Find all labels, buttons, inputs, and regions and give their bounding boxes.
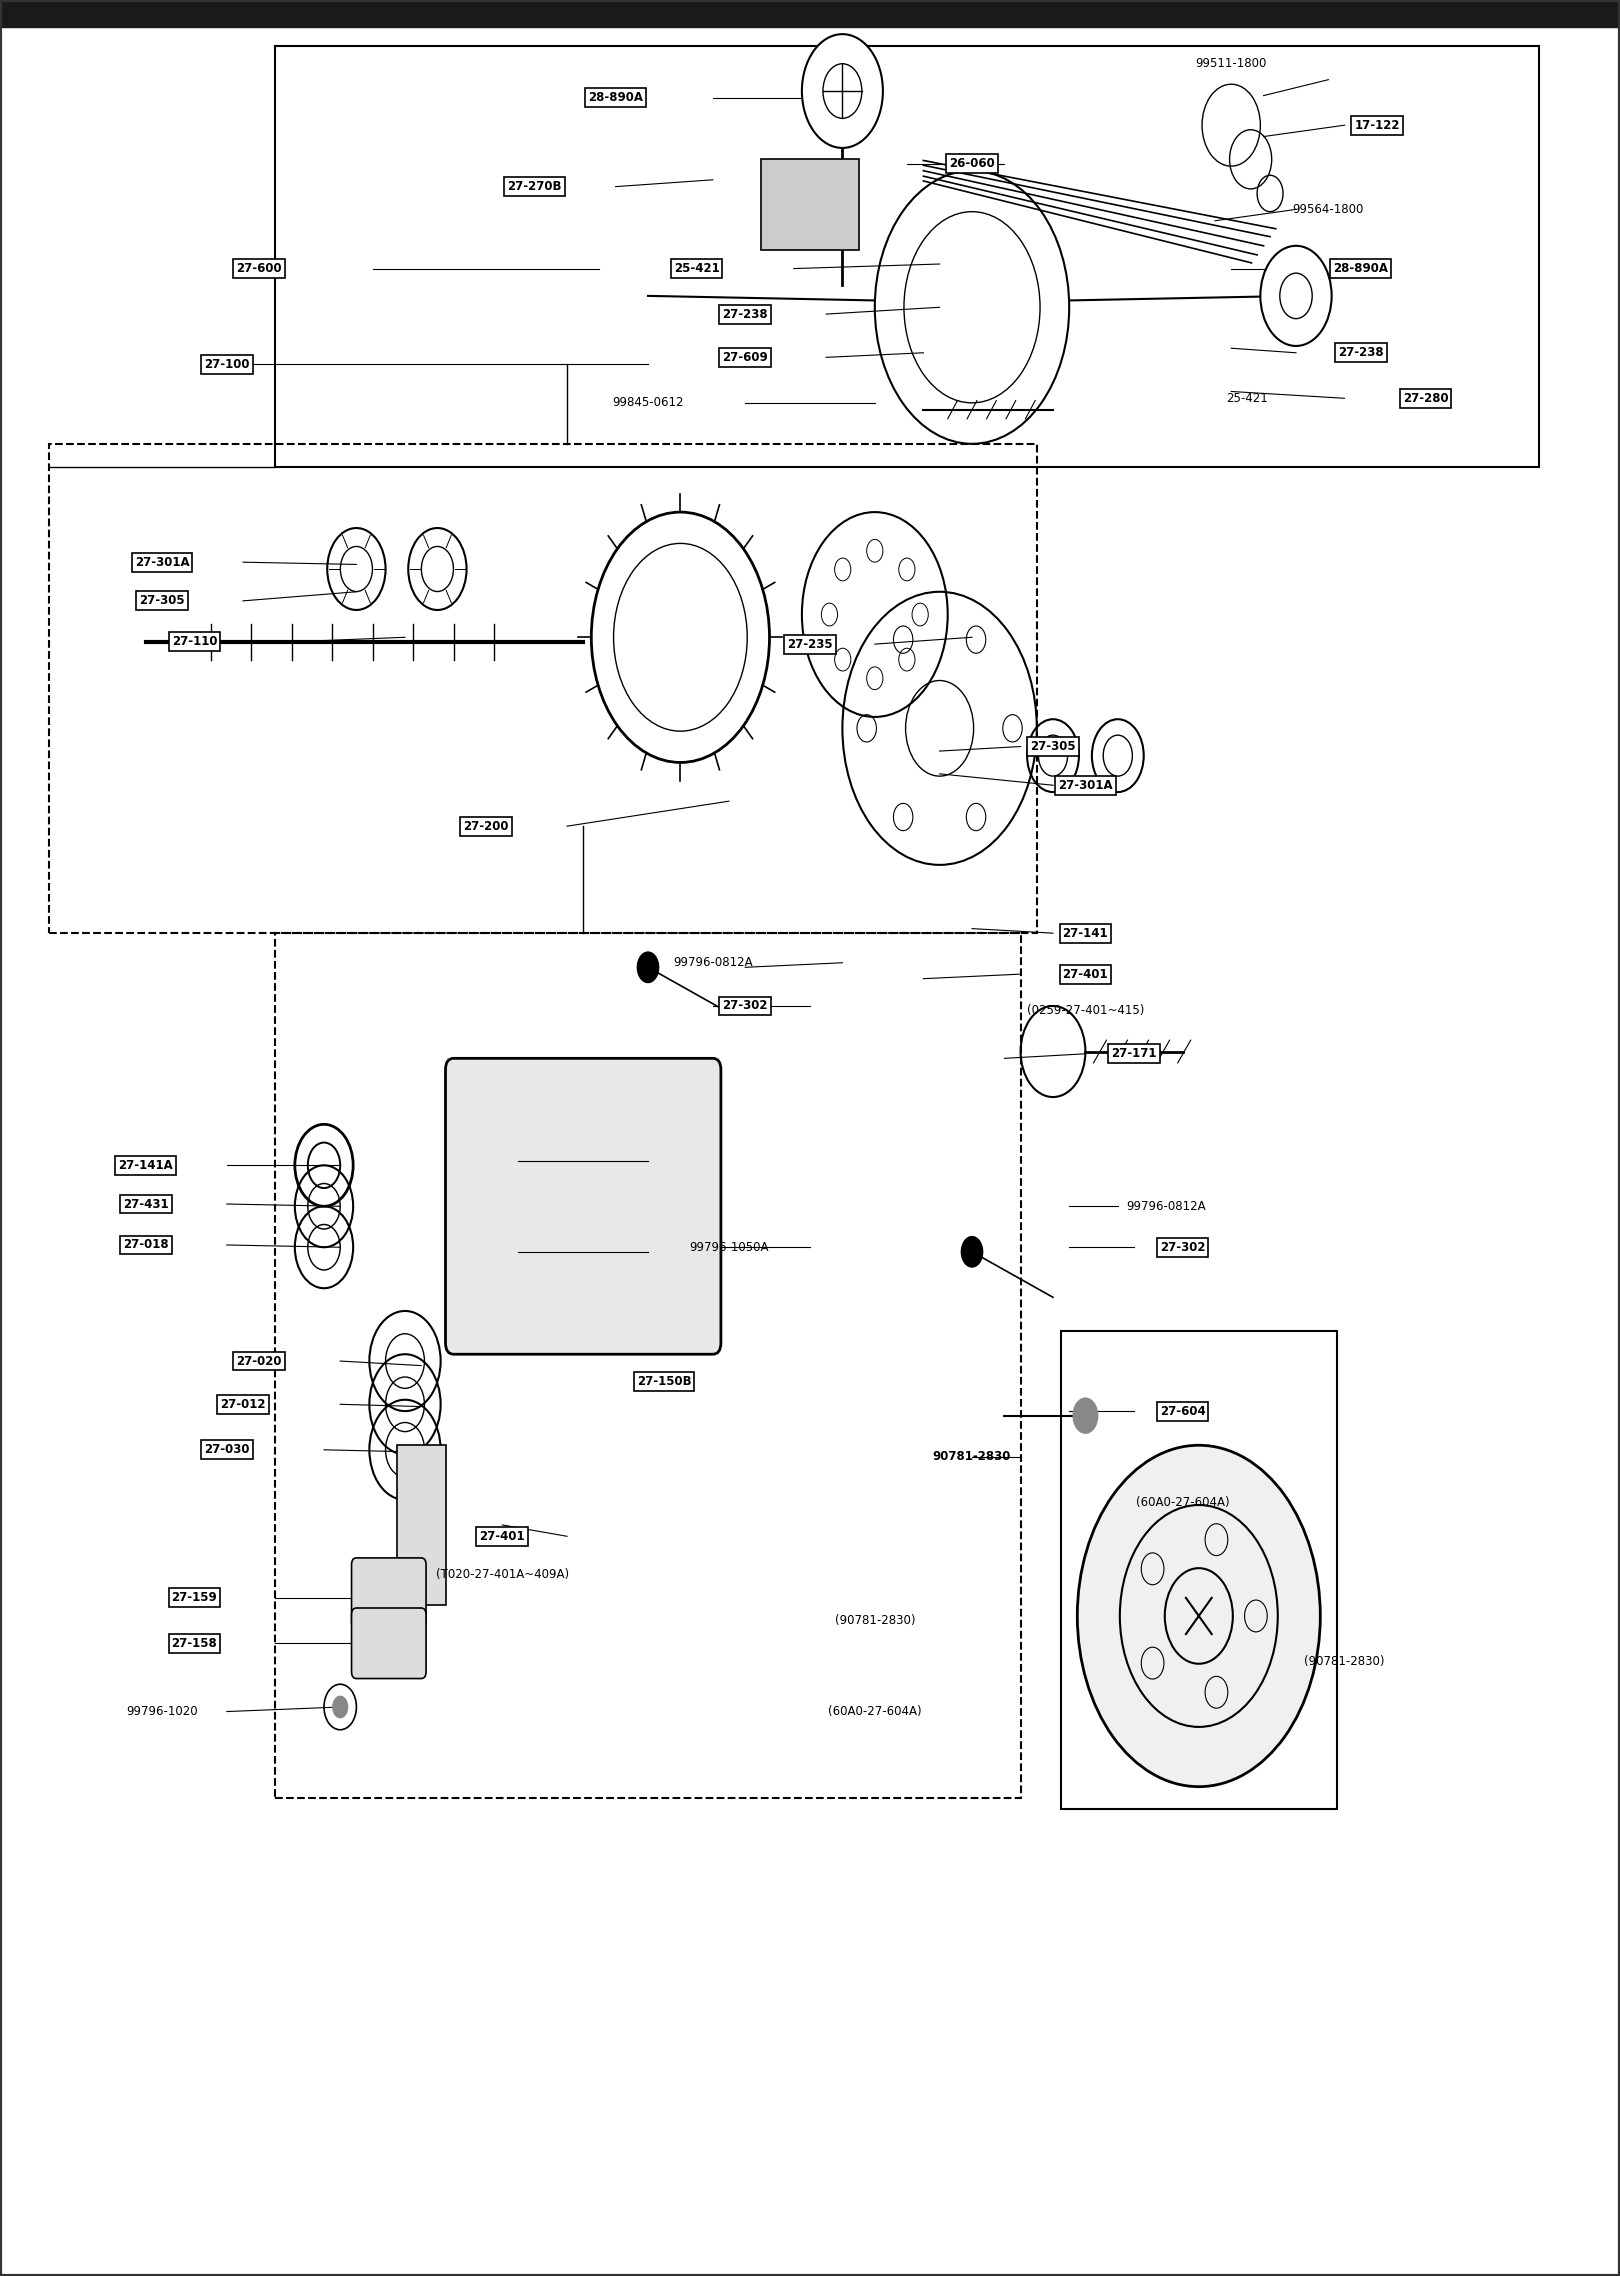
FancyBboxPatch shape — [761, 159, 859, 250]
Text: 27-431: 27-431 — [123, 1197, 168, 1211]
Text: 28-890A: 28-890A — [1333, 262, 1388, 275]
FancyBboxPatch shape — [352, 1559, 426, 1630]
Text: (90781-2830): (90781-2830) — [834, 1614, 915, 1627]
Text: 99845-0612: 99845-0612 — [612, 396, 684, 410]
Circle shape — [802, 34, 883, 148]
Text: 99796-0812A: 99796-0812A — [1126, 1199, 1207, 1213]
Text: 27-150B: 27-150B — [637, 1375, 692, 1388]
FancyBboxPatch shape — [397, 1445, 446, 1605]
FancyBboxPatch shape — [352, 1607, 426, 1680]
Text: 27-305: 27-305 — [139, 594, 185, 608]
Text: (90781-2830): (90781-2830) — [1304, 1655, 1385, 1668]
Text: 27-401: 27-401 — [480, 1529, 525, 1543]
Text: 90781-2830: 90781-2830 — [933, 1450, 1011, 1463]
FancyBboxPatch shape — [446, 1058, 721, 1354]
Circle shape — [1260, 246, 1332, 346]
Text: 27-020: 27-020 — [237, 1354, 282, 1368]
Text: 26-060: 26-060 — [949, 157, 995, 171]
Text: 17-122: 17-122 — [1354, 118, 1400, 132]
Text: 27-110: 27-110 — [172, 635, 217, 649]
Text: (0259-27-401~415): (0259-27-401~415) — [1027, 1004, 1144, 1017]
Text: 27-301A: 27-301A — [134, 555, 190, 569]
Text: 25-421: 25-421 — [674, 262, 719, 275]
Text: 27-158: 27-158 — [172, 1636, 217, 1650]
Circle shape — [637, 951, 659, 983]
Text: 27-141: 27-141 — [1063, 926, 1108, 940]
Text: 99796-1050A: 99796-1050A — [688, 1240, 770, 1254]
Text: 28-890A: 28-890A — [588, 91, 643, 105]
Text: (T020-27-401A~409A): (T020-27-401A~409A) — [436, 1568, 569, 1582]
Circle shape — [1077, 1445, 1320, 1787]
Text: (60A0-27-604A): (60A0-27-604A) — [828, 1705, 922, 1718]
Text: 25-421: 25-421 — [1226, 391, 1268, 405]
Text: 99564-1800: 99564-1800 — [1293, 203, 1364, 216]
Circle shape — [1072, 1397, 1098, 1434]
Text: 27-280: 27-280 — [1403, 391, 1448, 405]
Text: 27-604: 27-604 — [1160, 1404, 1205, 1418]
Text: 27-018: 27-018 — [123, 1238, 168, 1252]
Text: 27-100: 27-100 — [204, 357, 249, 371]
Text: 99511-1800: 99511-1800 — [1196, 57, 1267, 71]
Text: 99796-0812A: 99796-0812A — [672, 956, 753, 970]
Text: (60A0-27-604A): (60A0-27-604A) — [1136, 1495, 1230, 1509]
Text: 27-609: 27-609 — [723, 351, 768, 364]
Text: 27-171: 27-171 — [1111, 1047, 1157, 1061]
Text: 27-200: 27-200 — [463, 819, 509, 833]
Text: 27-401: 27-401 — [1063, 967, 1108, 981]
Text: 27-238: 27-238 — [1338, 346, 1383, 360]
Text: 99796-1020: 99796-1020 — [126, 1705, 198, 1718]
Text: 27-012: 27-012 — [220, 1397, 266, 1411]
Text: 27-235: 27-235 — [787, 637, 833, 651]
Text: 27-270B: 27-270B — [507, 180, 562, 193]
Text: 27-238: 27-238 — [723, 307, 768, 321]
Text: 27-302: 27-302 — [1160, 1240, 1205, 1254]
Circle shape — [332, 1696, 348, 1718]
Text: 27-305: 27-305 — [1030, 740, 1076, 753]
Text: 27-600: 27-600 — [237, 262, 282, 275]
Text: 27-301A: 27-301A — [1058, 778, 1113, 792]
Text: 27-302: 27-302 — [723, 999, 768, 1013]
Text: 27-159: 27-159 — [172, 1591, 217, 1605]
Circle shape — [961, 1236, 983, 1268]
Text: 27-030: 27-030 — [204, 1443, 249, 1457]
Bar — [0, 0, 1620, 27]
Text: 27-141A: 27-141A — [118, 1158, 173, 1172]
